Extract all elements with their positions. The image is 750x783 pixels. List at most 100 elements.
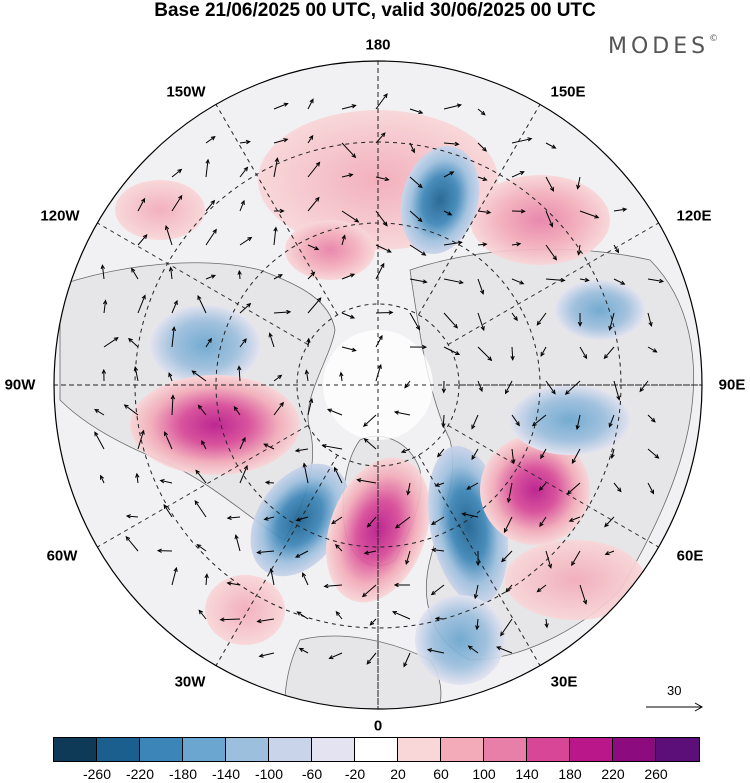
colorbar-segment [441,738,484,761]
wind-vector [197,404,207,416]
wind-vector [505,584,513,593]
wind-vector [477,242,488,247]
wind-vector [323,583,343,589]
wind-vector [295,516,309,522]
wind-vector [369,618,377,626]
wind-vector [135,472,140,484]
wind-vector [137,429,145,450]
wind-vector [409,108,424,115]
wind-vector [477,312,485,332]
wind-vector [404,380,411,389]
wind-vector [137,197,146,212]
wind-vector [170,394,175,416]
wind-vector [123,404,139,416]
wind-vector [477,108,486,116]
wind-vector [503,516,513,534]
wind-vector [647,346,658,353]
colorbar-tick-label: -220 [125,766,155,782]
wind-vector [94,408,105,416]
wind-vector [406,482,411,496]
wind-vector [477,176,488,181]
wind-vector [306,337,311,348]
wind-vector [613,278,626,285]
wind-vector [613,482,622,493]
wind-vector [307,297,322,314]
wind-vector [341,312,356,319]
wind-vector [496,646,513,654]
wind-vector [540,448,547,460]
wind-vector [579,277,590,283]
wind-vector [137,294,146,314]
anomaly-positive-east-siberia [470,175,610,265]
wind-vector [171,168,183,178]
wind-vector [273,102,289,110]
wind-vector [328,652,343,660]
wind-vector [171,194,183,212]
wind-vector [137,234,148,246]
wind-vector [579,346,588,360]
wind-vector [477,278,485,295]
anomaly-negative-bering [400,145,480,255]
wind-vector [539,516,547,528]
wind-vector [511,312,518,322]
wind-vector [443,346,461,356]
label-lon-120w: 120W [40,207,80,225]
wind-vector [366,516,377,528]
colorbar-segment [183,738,226,761]
wind-vector [201,439,207,450]
label-lon-120e: 120E [676,207,712,225]
wind-vector [197,294,207,314]
meridian-line [418,454,541,666]
wind-vector [239,236,253,246]
wind-vector [501,550,513,563]
wind-vector [443,312,459,329]
wind-vector [394,516,411,529]
colorbar-tick-label: -20 [344,766,366,782]
map-title: Base 21/06/2025 00 UTC, valid 30/06/2025… [154,0,596,21]
wind-vector [511,242,522,247]
wind-vector [375,132,386,144]
reference-vector-label: 30 [667,683,682,698]
anomaly-negative-north-asia [555,280,645,340]
colorbar-tick-label: 100 [472,766,496,782]
colorbar-segment [97,738,140,761]
wind-vector [273,208,285,214]
wind-vector [226,515,241,521]
wind-vector [268,332,275,348]
wind-vector [239,166,249,178]
wind-vector [610,448,615,459]
wind-vector [403,652,411,668]
colorbar-tick-label: 140 [515,766,539,782]
wind-vector [545,380,556,395]
wind-vector [441,380,447,394]
wind-vector [258,652,275,658]
wind-vector [564,380,581,395]
wind-vector [168,266,174,280]
anomaly-negative-europe [415,595,505,685]
wind-vector [375,310,394,315]
wind-vector [307,397,314,416]
wind-vector [331,516,343,525]
wind-vector [466,482,479,490]
label-lon-180: 180 [365,36,391,54]
meridian-line [215,454,338,666]
colorbar-segment [613,738,656,761]
anomaly-negative-siberia [510,385,630,455]
wind-vector [604,550,615,556]
wind-vector [647,278,665,284]
brand-copyright-mark: © [709,34,719,44]
wind-vector [531,414,547,427]
colorbar-segment [484,738,527,761]
wind-vector [125,535,139,552]
wind-vector [441,414,446,429]
wind-vector [269,567,275,586]
wind-vector [363,414,377,427]
wind-vector [536,312,547,326]
colorbar-tick-label: -60 [301,766,323,782]
wind-vector [307,196,320,212]
wind-vector [219,617,241,622]
wind-vector [393,582,411,588]
colorbar-segment [269,738,312,761]
label-lon-90w: 90W [4,376,36,394]
wind-vector [194,500,207,518]
